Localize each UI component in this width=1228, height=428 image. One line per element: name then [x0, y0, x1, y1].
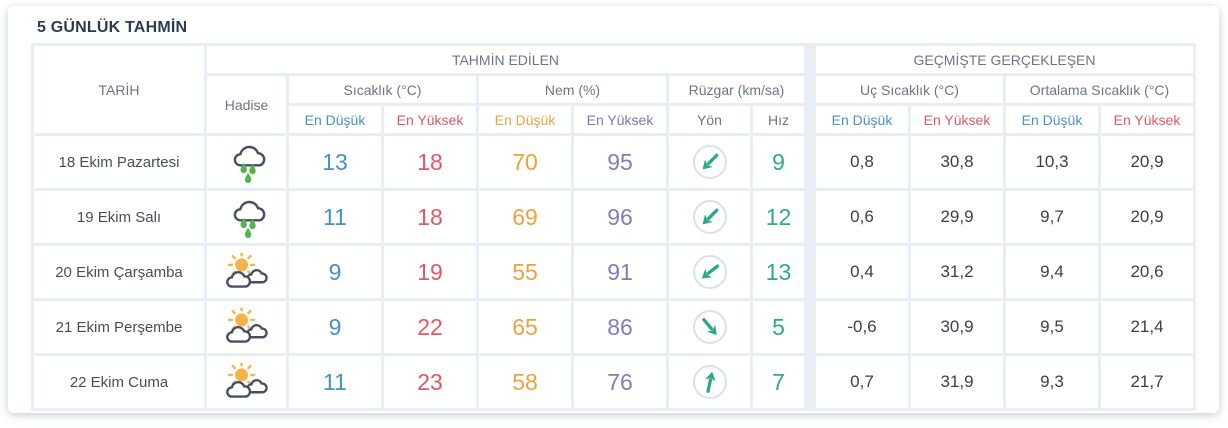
- extreme-min-cell: 0,7: [816, 356, 908, 408]
- wind-direction-cell: [669, 246, 750, 298]
- temp-min-cell: 9: [289, 246, 381, 298]
- date-cell: 20 Ekim Çarşamba: [34, 246, 204, 298]
- forecast-card: 5 GÜNLÜK TAHMİN TARİH TAHMİN EDİLEN GEÇM…: [8, 6, 1219, 413]
- avg-max-cell: 20,9: [1101, 136, 1193, 188]
- cat-header-temperature: Sıcaklık (°C): [289, 76, 476, 103]
- sub-header-average-min: En Düşük: [1006, 106, 1098, 133]
- wind-speed-cell: 13: [753, 246, 804, 298]
- weather-condition-cell: [207, 356, 286, 408]
- humidity-min-cell: 69: [479, 191, 571, 243]
- sub-header-wind-speed: Hız: [753, 106, 804, 133]
- avg-min-cell: 9,5: [1006, 301, 1098, 353]
- sub-header-temp-min: En Düşük: [289, 106, 381, 133]
- humidity-min-cell: 55: [479, 246, 571, 298]
- temp-min-cell: 13: [289, 136, 381, 188]
- avg-max-cell: 20,6: [1101, 246, 1193, 298]
- humidity-max-cell: 86: [574, 301, 666, 353]
- wind-speed-cell: 7: [753, 356, 804, 408]
- weather-condition-cell: [207, 136, 286, 188]
- wind-speed-cell: 12: [753, 191, 804, 243]
- avg-min-cell: 9,3: [1006, 356, 1098, 408]
- humidity-max-cell: 96: [574, 191, 666, 243]
- weather-condition-cell: [207, 191, 286, 243]
- avg-max-cell: 20,9: [1101, 191, 1193, 243]
- avg-max-cell: 21,7: [1101, 356, 1193, 408]
- humidity-min-cell: 65: [479, 301, 571, 353]
- temp-max-cell: 18: [384, 136, 476, 188]
- wind-direction-icon: [692, 255, 727, 289]
- rain-showers-icon: [233, 200, 265, 239]
- humidity-max-cell: 76: [574, 356, 666, 408]
- col-header-date: TARİH: [34, 46, 204, 133]
- wind-direction-cell: [669, 191, 750, 243]
- sub-header-wind-direction: Yön: [669, 106, 750, 133]
- wind-direction-icon: [692, 365, 727, 399]
- extreme-max-cell: 30,9: [911, 301, 1003, 353]
- cat-header-wind: Rüzgar (km/sa): [669, 76, 804, 103]
- weather-condition-cell: [207, 301, 286, 353]
- extreme-max-cell: 29,9: [911, 191, 1003, 243]
- extreme-min-cell: -0,6: [816, 301, 908, 353]
- wind-speed-cell: 5: [753, 301, 804, 353]
- humidity-min-cell: 58: [479, 356, 571, 408]
- partly-cloudy-icon: [225, 362, 268, 398]
- sub-header-temp-max: En Yüksek: [384, 106, 476, 133]
- group-header-predicted: TAHMİN EDİLEN: [207, 46, 804, 73]
- temp-max-cell: 23: [384, 356, 476, 408]
- avg-max-cell: 21,4: [1101, 301, 1193, 353]
- cat-header-extreme-temp: Uç Sıcaklık (°C): [816, 76, 1003, 103]
- temp-min-cell: 11: [289, 191, 381, 243]
- extreme-max-cell: 30,8: [911, 136, 1003, 188]
- temp-max-cell: 18: [384, 191, 476, 243]
- extreme-max-cell: 31,9: [911, 356, 1003, 408]
- rain-showers-icon: [233, 145, 265, 184]
- humidity-max-cell: 95: [574, 136, 666, 188]
- wind-direction-icon: [692, 145, 727, 179]
- avg-min-cell: 9,4: [1006, 246, 1098, 298]
- wind-direction-icon: [692, 310, 727, 344]
- date-cell: 22 Ekim Cuma: [34, 356, 204, 408]
- wind-speed-cell: 9: [753, 136, 804, 188]
- wind-direction-cell: [669, 136, 750, 188]
- temp-min-cell: 11: [289, 356, 381, 408]
- group-header-historical: GEÇMİŞTE GERÇEKLEŞEN: [816, 46, 1193, 73]
- date-cell: 18 Ekim Pazartesi: [34, 136, 204, 188]
- sub-header-extreme-max: En Yüksek: [911, 106, 1003, 133]
- sub-header-extreme-min: En Düşük: [816, 106, 908, 133]
- partly-cloudy-icon: [225, 307, 268, 343]
- avg-min-cell: 9,7: [1006, 191, 1098, 243]
- col-header-condition: Hadise: [207, 76, 286, 133]
- wind-direction-cell: [669, 301, 750, 353]
- temp-max-cell: 19: [384, 246, 476, 298]
- forecast-table: TARİH TAHMİN EDİLEN GEÇMİŞTE GERÇEKLEŞEN…: [31, 43, 1196, 411]
- date-cell: 19 Ekim Salı: [34, 191, 204, 243]
- extreme-min-cell: 0,6: [816, 191, 908, 243]
- weather-condition-cell: [207, 246, 286, 298]
- temp-max-cell: 22: [384, 301, 476, 353]
- extreme-max-cell: 31,2: [911, 246, 1003, 298]
- temp-min-cell: 9: [289, 301, 381, 353]
- avg-min-cell: 10,3: [1006, 136, 1098, 188]
- extreme-min-cell: 0,4: [816, 246, 908, 298]
- cat-header-average-temp: Ortalama Sıcaklık (°C): [1006, 76, 1193, 103]
- humidity-min-cell: 70: [479, 136, 571, 188]
- page-title: 5 GÜNLÜK TAHMİN: [37, 19, 188, 36]
- humidity-max-cell: 91: [574, 246, 666, 298]
- wind-direction-cell: [669, 356, 750, 408]
- cat-header-humidity: Nem (%): [479, 76, 666, 103]
- sub-header-humidity-max: En Yüksek: [574, 106, 666, 133]
- date-cell: 21 Ekim Perşembe: [34, 301, 204, 353]
- extreme-min-cell: 0,8: [816, 136, 908, 188]
- partly-cloudy-icon: [225, 252, 268, 288]
- sub-header-humidity-min: En Düşük: [479, 106, 571, 133]
- wind-direction-icon: [692, 200, 727, 234]
- sub-header-average-max: En Yüksek: [1101, 106, 1193, 133]
